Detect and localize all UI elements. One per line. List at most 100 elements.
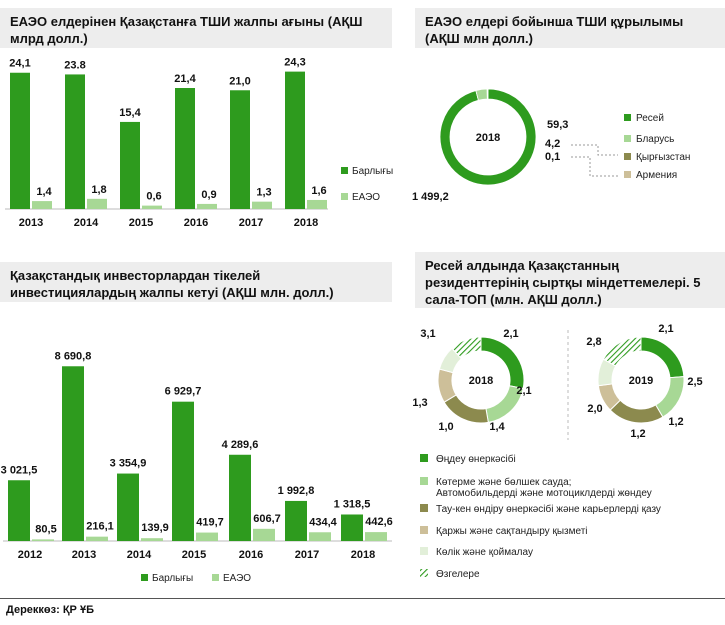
data-label: 24,3: [284, 57, 305, 69]
tick-label: 2015: [182, 549, 206, 561]
slice-label: 1,0: [438, 421, 453, 433]
slice-0: [439, 88, 537, 186]
data-label: 1,4: [36, 186, 52, 198]
data-label: 24,1: [9, 58, 30, 70]
bar-total-2013: [10, 72, 30, 209]
slice-2019-5: [602, 336, 642, 367]
legend-swatch-1: [341, 193, 348, 200]
bar-total-2017: [230, 90, 250, 209]
legend-label: Көтерме және бөлшек сауда;: [436, 476, 571, 488]
chart1-title: ЕАЭО елдерінен Қазақстанға ТШИ жалпы ағы…: [0, 8, 392, 48]
bar-eaeu-2013: [32, 201, 52, 209]
bar-eaeu-2017: [252, 201, 272, 209]
bar-eaeu-2014: [141, 538, 163, 541]
legend-label: Бларусь: [636, 134, 674, 145]
legend-label: Барлығы: [352, 166, 393, 177]
bar-eaeu-2017: [309, 532, 331, 541]
legend-label: ЕАЭО: [223, 573, 251, 584]
slice-1: [475, 88, 488, 101]
slice-label: 1,2: [668, 416, 683, 428]
data-label: 15,4: [119, 107, 141, 119]
data-label: 21,4: [174, 73, 196, 85]
tick-label: 2018: [294, 217, 318, 229]
bar-eaeu-2018: [365, 532, 387, 541]
legend-swatch-0: [141, 574, 148, 581]
leader-line: [571, 144, 618, 156]
tick-label: 2014: [127, 549, 152, 561]
slice-label: 4,2: [545, 138, 560, 150]
bar-total-2012: [8, 480, 30, 541]
data-label: 3 354,9: [110, 458, 147, 470]
legend-label: Қырғызстан: [636, 152, 690, 163]
bar-eaeu-2015: [142, 205, 162, 209]
tick-label: 2018: [351, 549, 375, 561]
data-label: 8 690,8: [55, 350, 92, 362]
slice-label: 2,1: [503, 328, 518, 340]
legend-label: Өзгелере: [436, 569, 480, 580]
data-label: 23.8: [64, 59, 85, 71]
source-note: Дереккөз: ҚР ҰБ: [6, 604, 94, 616]
data-label: 419,7: [196, 517, 224, 529]
slice-2019-1: [655, 376, 685, 418]
bar-total-2018: [285, 71, 305, 209]
donut-center-label: 2018: [476, 132, 500, 144]
data-label: 606,7: [253, 513, 281, 525]
legend-swatch-2: [624, 153, 631, 160]
legend-swatch-0: [420, 454, 428, 462]
bar-total-2016: [175, 88, 195, 209]
data-label: 216,1: [86, 521, 114, 533]
legend-label: Автомобильдерді және мотоциклдерді жөнде…: [436, 487, 652, 499]
legend-swatch-1: [420, 477, 428, 485]
legend-label: Қаржы және сақтандыру қызметі: [436, 526, 588, 537]
bar-eaeu-2012: [32, 539, 54, 541]
bar-total-2018: [341, 514, 363, 541]
slice-label: 59,3: [547, 119, 568, 131]
legend-label: Өңдеу өнеркәсібі: [436, 453, 516, 465]
legend-swatch-1: [212, 574, 219, 581]
data-label: 80,5: [35, 523, 56, 535]
slice-label: 2,0: [587, 403, 602, 415]
tick-label: 2015: [129, 217, 153, 229]
legend-swatch-2: [420, 504, 428, 512]
legend-swatch-4: [420, 547, 428, 555]
tick-label: 2013: [19, 217, 43, 229]
slice-label: 2,5: [687, 376, 702, 388]
legend-label: Армения: [636, 170, 677, 181]
bar-eaeu-2013: [86, 536, 108, 541]
data-label: 1 992,8: [278, 485, 315, 497]
slice-label: 1,4: [489, 421, 505, 433]
bar-eaeu-2015: [196, 532, 218, 541]
data-label: 21,0: [229, 75, 250, 87]
slice-label: 1,3: [412, 397, 427, 409]
bar-total-2014: [117, 473, 139, 541]
legend-swatch-0: [341, 167, 348, 174]
tick-label: 2013: [72, 549, 96, 561]
slice-2: [486, 88, 489, 100]
data-label: 434,4: [309, 516, 337, 528]
slice-2019-2: [609, 399, 664, 424]
legend-swatch-3: [420, 526, 428, 534]
chart2-title: ЕАЭО елдері бойынша ТШИ құрылымы (АҚШ мл…: [415, 8, 725, 48]
leader-line: [571, 156, 618, 177]
data-label: 0,6: [146, 191, 161, 203]
bar-total-2013: [62, 366, 84, 541]
source-divider: [0, 598, 725, 599]
legend-label: ЕАЭО: [352, 192, 380, 203]
data-label: 1 318,5: [334, 498, 371, 510]
slice-2018-2: [443, 394, 489, 424]
legend-swatch-3: [624, 171, 631, 178]
slice-label: 1 499,2: [412, 191, 449, 203]
data-label: 442,6: [365, 516, 393, 528]
slice-label: 0,1: [545, 151, 560, 163]
legend-label: Тау-кен өндіру өнеркәсібі және карьерлер…: [436, 503, 661, 515]
tick-label: 2012: [18, 549, 42, 561]
data-label: 1,3: [256, 187, 271, 199]
tick-label: 2017: [239, 217, 263, 229]
data-label: 1,8: [91, 184, 106, 196]
legend-label: Барлығы: [152, 573, 193, 584]
data-label: 6 929,7: [165, 386, 202, 398]
bar-total-2016: [229, 454, 251, 541]
donut-center-label: 2019: [629, 375, 653, 387]
chart4-title: Ресей алдында Қазақстанның резиденттерін…: [415, 252, 725, 308]
bar-total-2015: [172, 401, 194, 541]
